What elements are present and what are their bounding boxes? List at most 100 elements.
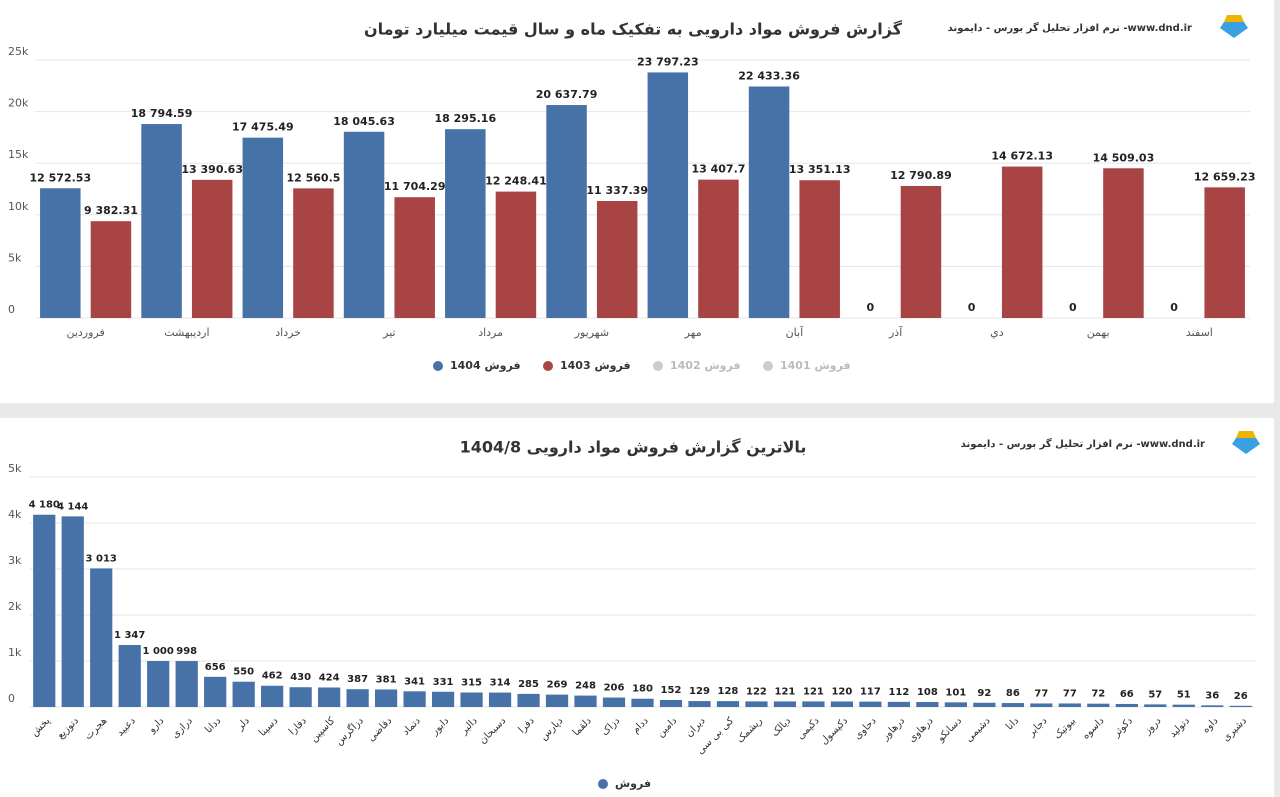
- bar: [346, 689, 369, 707]
- source-label: نرم افزار تحلیل گر بورس - دایموند -www.d…: [948, 21, 1192, 34]
- value-label: 17 475.49: [232, 121, 294, 134]
- bar: [631, 698, 654, 707]
- bar: [1229, 705, 1252, 707]
- bar: [887, 701, 911, 707]
- bar: [118, 645, 141, 707]
- value-label: 86: [1006, 688, 1020, 699]
- bar: [973, 702, 996, 707]
- value-label: 248: [575, 681, 596, 692]
- y-tick-label: 2k: [8, 600, 22, 613]
- value-label: 4 180: [29, 500, 60, 511]
- bar: [748, 86, 790, 318]
- value-label: 430: [290, 672, 311, 683]
- legend-label: فروش 1404: [450, 359, 521, 372]
- bar: [688, 701, 711, 707]
- value-label: 9 382.31: [84, 204, 138, 217]
- bar: [374, 689, 398, 707]
- value-label: 121: [775, 686, 796, 697]
- bar: [488, 692, 512, 707]
- bar: [574, 695, 597, 707]
- bar: [403, 691, 426, 707]
- value-label: 57: [1148, 689, 1162, 700]
- value-label: 315: [461, 678, 482, 689]
- bar: [460, 692, 483, 707]
- legend-marker: [598, 779, 608, 789]
- value-label: 0: [1170, 301, 1178, 314]
- y-tick-label: 20k: [8, 97, 29, 110]
- source-label: نرم افزار تحلیل گر بورس - دایموند -www.d…: [961, 437, 1205, 450]
- panel: [0, 418, 1274, 797]
- bar: [900, 185, 942, 318]
- value-label: 77: [1034, 688, 1048, 699]
- bar: [773, 701, 797, 707]
- bar: [261, 685, 284, 707]
- value-label: 12 659.23: [1194, 170, 1256, 183]
- bar: [147, 661, 170, 707]
- value-label: 112: [888, 687, 909, 698]
- value-label: 13 407.7: [691, 163, 745, 176]
- value-label: 14 672.13: [991, 150, 1053, 163]
- bar: [141, 124, 182, 319]
- value-label: 11 704.29: [384, 180, 446, 193]
- value-label: 4 144: [57, 501, 88, 512]
- bar: [698, 179, 739, 318]
- value-label: 387: [347, 674, 368, 685]
- bar: [445, 129, 486, 318]
- bar: [204, 676, 227, 707]
- value-label: 128: [718, 686, 739, 697]
- value-label: 108: [917, 687, 938, 698]
- value-label: 424: [319, 672, 340, 683]
- x-tick-label: اردیبهشت: [164, 326, 209, 339]
- value-label: 66: [1120, 689, 1134, 700]
- logo-icon: [1232, 431, 1260, 454]
- bar: [517, 693, 540, 707]
- legend-label: فروش 1403: [560, 359, 631, 372]
- value-label: 12 560.5: [286, 171, 340, 184]
- value-label: 26: [1234, 691, 1248, 702]
- legend-marker: [433, 361, 443, 371]
- value-label: 12 572.53: [30, 171, 92, 184]
- bar: [1103, 168, 1144, 318]
- bar: [242, 137, 284, 318]
- bar: [343, 131, 385, 318]
- bar: [232, 681, 255, 707]
- x-tick-label: بهمن: [1087, 326, 1110, 339]
- bar: [1087, 703, 1110, 707]
- bar: [859, 701, 882, 707]
- value-label: 0: [1069, 301, 1077, 314]
- legend-label: فروش 1401: [780, 359, 851, 372]
- bar: [318, 687, 341, 707]
- value-label: 120: [831, 686, 852, 697]
- legend-marker: [653, 361, 663, 371]
- value-label: 122: [746, 686, 767, 697]
- legend-label: فروش: [615, 777, 651, 790]
- bar: [90, 568, 113, 707]
- value-label: 0: [968, 301, 976, 314]
- y-tick-label: 10k: [8, 200, 29, 213]
- y-tick-label: 3k: [8, 554, 22, 567]
- legend-marker: [763, 361, 773, 371]
- bar: [289, 687, 312, 707]
- bar: [830, 701, 854, 707]
- value-label: 72: [1091, 689, 1105, 700]
- value-label: 20 637.79: [536, 88, 598, 101]
- value-label: 14 509.03: [1093, 151, 1155, 164]
- value-label: 206: [604, 683, 625, 694]
- bar: [495, 191, 537, 318]
- y-tick-label: 0: [8, 692, 15, 705]
- value-label: 331: [433, 677, 454, 688]
- value-label: 18 295.16: [435, 112, 497, 125]
- bar: [191, 179, 233, 318]
- bar: [1204, 187, 1245, 318]
- value-label: 23 797.23: [637, 55, 699, 68]
- bar: [916, 702, 939, 707]
- value-label: 381: [376, 674, 397, 685]
- value-label: 18 794.59: [131, 107, 193, 120]
- value-label: 11 337.39: [586, 184, 648, 197]
- bar: [33, 514, 56, 707]
- bar: [175, 661, 198, 707]
- x-tick-label: تیر: [382, 326, 395, 339]
- value-label: 1 347: [114, 630, 145, 641]
- bar: [1144, 704, 1167, 707]
- value-label: 269: [547, 680, 568, 691]
